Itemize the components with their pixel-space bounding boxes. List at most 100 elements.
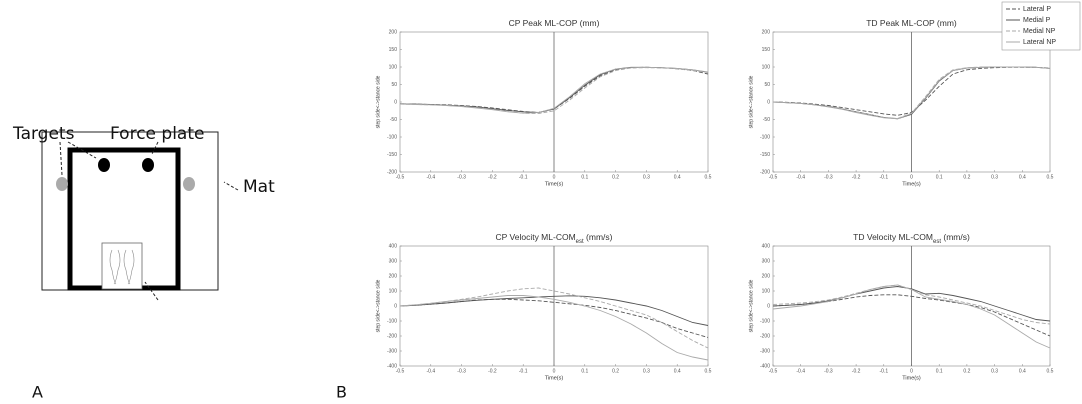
x-tick-label: -0.3 xyxy=(457,368,466,374)
chart: -200 -150 -100 -50 0 50 100 150 200 -0.5 -0.4 -0.3 -… xyxy=(748,1,1081,187)
x-tick-label: -0.5 xyxy=(396,174,405,180)
legend-label: Lateral P xyxy=(1023,6,1051,13)
panel-label: A xyxy=(32,383,43,402)
series-line xyxy=(772,286,1051,322)
series-line xyxy=(772,66,1051,120)
series-line xyxy=(772,284,1051,349)
x-axis-label: Time(s) xyxy=(902,181,921,187)
x-tick-label: 0 xyxy=(910,368,913,374)
y-tick-label: -100 xyxy=(760,134,770,140)
chart-title: CP Velocity ML-COMest (mm/s) xyxy=(496,232,613,244)
y-tick-label: 200 xyxy=(762,273,771,279)
x-tick-label: -0.1 xyxy=(519,368,528,374)
y-tick-label: -150 xyxy=(387,152,397,158)
x-tick-label: 0.5 xyxy=(1047,174,1054,180)
chart: -200 -150 -100 -50 0 50 100 150 200 -0.5 -0.4 -0.3 -… xyxy=(375,18,711,187)
title-part: CP Velocity ML-COM xyxy=(496,232,576,242)
x-axis-label: Time(s) xyxy=(545,181,564,187)
x-tick-label: 0 xyxy=(553,174,556,180)
x-tick-label: 0.2 xyxy=(963,368,970,374)
chart-title: CP Peak ML-COP (mm) xyxy=(509,18,600,28)
x-tick-label: 0.3 xyxy=(991,174,998,180)
y-tick-label: -50 xyxy=(390,117,397,123)
x-tick-label: 0.4 xyxy=(1019,174,1026,180)
label-mat: Mat xyxy=(243,177,275,197)
y-tick-label: -300 xyxy=(387,348,397,354)
y-axis-label: step side<->stance side xyxy=(748,75,754,128)
x-tick-label: 0 xyxy=(553,368,556,374)
x-tick-label: -0.5 xyxy=(769,368,778,374)
feet xyxy=(109,249,135,285)
x-tick-label: -0.3 xyxy=(824,174,833,180)
y-tick-label: 150 xyxy=(389,47,398,53)
y-tick-label: 100 xyxy=(389,64,398,70)
x-tick-label: -0.2 xyxy=(852,174,861,180)
y-tick-label: -400 xyxy=(760,363,770,369)
y-tick-label: -100 xyxy=(760,318,770,324)
y-tick-label: -200 xyxy=(387,333,397,339)
feet-box xyxy=(101,242,143,290)
x-tick-label: 0.4 xyxy=(1019,368,1026,374)
series-line xyxy=(399,295,709,326)
x-tick-label: 0.1 xyxy=(936,368,943,374)
y-tick-label: 400 xyxy=(762,243,771,249)
y-tick-label: 400 xyxy=(389,243,398,249)
y-tick-label: -200 xyxy=(760,333,770,339)
x-tick-label: -0.2 xyxy=(488,368,497,374)
y-tick-label: 0 xyxy=(767,303,770,309)
series-line xyxy=(399,295,709,361)
y-tick-label: -400 xyxy=(387,363,397,369)
chart: -400 -300 -200 -100 0 100 200 300 400 -0.5 -0.4 -0.… xyxy=(375,232,711,381)
y-tick-label: -200 xyxy=(387,169,397,175)
x-tick-label: 0.5 xyxy=(1047,368,1054,374)
x-tick-label: 0.4 xyxy=(674,368,681,374)
x-tick-label: 0.5 xyxy=(705,368,712,374)
y-tick-label: 300 xyxy=(762,258,771,264)
y-tick-label: -100 xyxy=(387,134,397,140)
y-tick-label: -100 xyxy=(387,318,397,324)
y-tick-label: 100 xyxy=(762,64,771,70)
series-line xyxy=(399,66,709,114)
x-tick-label: 0.4 xyxy=(674,174,681,180)
y-tick-label: 200 xyxy=(389,273,398,279)
title-part: est xyxy=(933,239,941,245)
x-tick-label: 0.3 xyxy=(991,368,998,374)
x-tick-label: -0.2 xyxy=(852,368,861,374)
x-tick-label: -0.4 xyxy=(796,368,805,374)
legend-label: Medial P xyxy=(1023,17,1051,24)
y-tick-label: 0 xyxy=(394,99,397,105)
x-tick-label: 0.1 xyxy=(936,174,943,180)
y-tick-label: 200 xyxy=(389,29,398,35)
y-tick-label: 300 xyxy=(389,258,398,264)
x-tick-label: -0.3 xyxy=(824,368,833,374)
x-tick-label: 0.5 xyxy=(705,174,712,180)
arrows xyxy=(59,141,239,301)
y-axis-label: step side<->stance side xyxy=(748,279,754,332)
y-tick-label: 0 xyxy=(767,99,770,105)
label-targets: Targets xyxy=(12,124,75,144)
y-tick-label: 200 xyxy=(762,29,771,35)
label-force-plate: Force plate xyxy=(110,124,204,144)
x-axis-label: Time(s) xyxy=(545,375,564,381)
x-tick-label: -0.5 xyxy=(769,174,778,180)
title-part: (mm/s) xyxy=(941,232,970,242)
title-part: TD Peak ML-COP (mm) xyxy=(866,18,957,28)
y-tick-label: 150 xyxy=(762,47,771,53)
panel-label: B xyxy=(336,383,347,402)
title-part: TD Velocity ML-COM xyxy=(853,232,933,242)
x-tick-label: 0.2 xyxy=(612,368,619,374)
y-tick-label: 50 xyxy=(764,82,770,88)
title-part: CP Peak ML-COP (mm) xyxy=(509,18,600,28)
series-line xyxy=(772,294,1051,337)
x-tick-label: 0.1 xyxy=(581,174,588,180)
x-tick-label: -0.4 xyxy=(426,368,435,374)
x-tick-label: -0.1 xyxy=(519,174,528,180)
y-tick-label: -150 xyxy=(760,152,770,158)
x-tick-label: -0.4 xyxy=(426,174,435,180)
x-tick-label: 0 xyxy=(910,174,913,180)
chart-title: TD Peak ML-COP (mm) xyxy=(866,18,957,28)
target xyxy=(142,158,154,172)
x-tick-label: 0.2 xyxy=(612,174,619,180)
target xyxy=(183,177,195,191)
